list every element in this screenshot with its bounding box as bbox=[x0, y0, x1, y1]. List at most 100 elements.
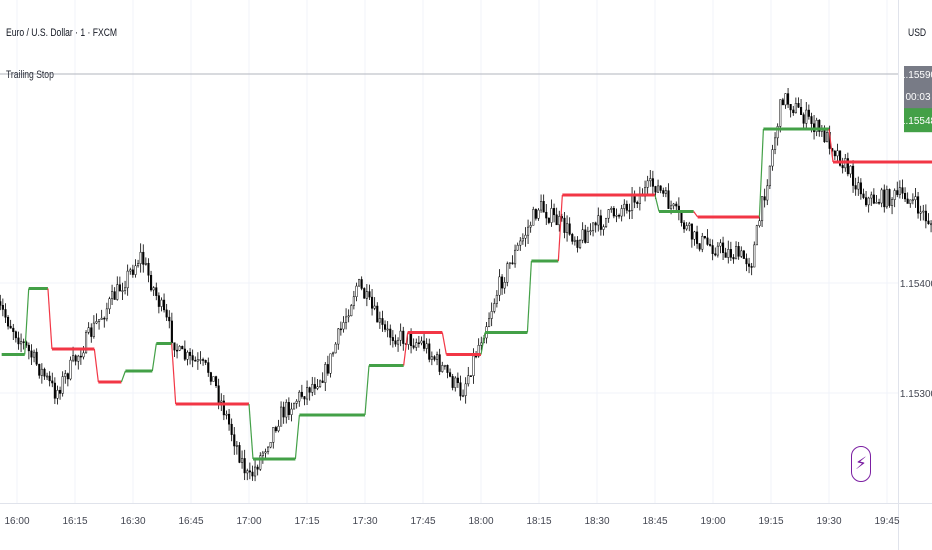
trailing-stop-transition bbox=[526, 260, 532, 333]
trailing-stop-transition bbox=[364, 365, 370, 416]
candle-body bbox=[534, 209, 537, 219]
candle-body bbox=[469, 375, 472, 377]
price-tick-label: 1.15300 bbox=[900, 389, 932, 400]
candle-body bbox=[391, 337, 394, 341]
candle-body bbox=[693, 231, 696, 240]
candle-body bbox=[818, 119, 821, 132]
candle-body bbox=[230, 423, 233, 435]
candle-body bbox=[768, 165, 771, 187]
candle-body bbox=[100, 317, 103, 320]
candle-body bbox=[290, 408, 293, 415]
candle-body bbox=[506, 263, 509, 283]
candle-body bbox=[163, 299, 166, 311]
candle-body bbox=[839, 150, 842, 166]
candle-body bbox=[503, 282, 506, 289]
trailing-stop-transition bbox=[557, 194, 563, 262]
trailing-stop bbox=[1, 127, 932, 461]
candle-body bbox=[667, 190, 670, 209]
trailing-stop-transition bbox=[693, 211, 699, 218]
candle-body bbox=[118, 284, 121, 292]
candle-body bbox=[131, 269, 134, 275]
candle-body bbox=[134, 265, 137, 275]
candle-body bbox=[662, 190, 665, 194]
candle-body bbox=[59, 389, 62, 394]
candle-body bbox=[927, 220, 930, 225]
candle-body bbox=[563, 217, 566, 233]
lightning-icon[interactable]: ⚡ bbox=[851, 446, 871, 482]
candle-body bbox=[308, 387, 311, 393]
candle-body bbox=[633, 195, 636, 203]
candle-body bbox=[568, 223, 571, 235]
candle-body bbox=[714, 253, 717, 256]
candle-body bbox=[316, 386, 319, 389]
candle-body bbox=[56, 389, 59, 399]
candle-body bbox=[173, 342, 176, 351]
candle-body bbox=[168, 316, 171, 322]
candle-body bbox=[51, 380, 54, 384]
candle-body bbox=[542, 201, 545, 213]
candle-body bbox=[222, 400, 225, 416]
candle-body bbox=[511, 262, 514, 265]
candle-body bbox=[917, 196, 920, 214]
candle-body bbox=[215, 376, 218, 387]
time-tick-label: 19:30 bbox=[816, 516, 841, 527]
time-tick-label: 17:45 bbox=[410, 516, 435, 527]
candle-body bbox=[451, 376, 454, 388]
candle-body bbox=[155, 287, 158, 296]
candle-body bbox=[888, 189, 891, 206]
candle-body bbox=[79, 355, 82, 358]
candle-body bbox=[64, 373, 67, 377]
candle-body bbox=[532, 209, 535, 226]
candle-body bbox=[66, 373, 69, 380]
candle-body bbox=[524, 234, 527, 239]
candle-body bbox=[443, 365, 446, 367]
candle-body bbox=[277, 425, 280, 432]
candle-body bbox=[142, 251, 145, 265]
candle-body bbox=[841, 165, 844, 169]
candle-body bbox=[690, 223, 693, 240]
candle-body bbox=[196, 359, 199, 362]
candle-body bbox=[683, 222, 686, 230]
candle-body bbox=[347, 315, 350, 318]
candle-body bbox=[922, 210, 925, 213]
candle-body bbox=[589, 230, 592, 232]
candle-body bbox=[350, 305, 353, 317]
candle-body bbox=[241, 458, 244, 463]
indicator-legend[interactable]: Trailing Stop bbox=[6, 69, 54, 81]
candle-body bbox=[194, 359, 197, 362]
candle-body bbox=[113, 291, 116, 300]
candle-body bbox=[352, 296, 355, 306]
candle-body bbox=[625, 203, 628, 211]
candle-body bbox=[454, 377, 457, 388]
candle-body bbox=[906, 198, 909, 204]
candle-body bbox=[160, 299, 163, 307]
candle-body bbox=[508, 262, 511, 265]
trailing-stop-transition bbox=[120, 370, 126, 383]
candle-body bbox=[261, 452, 264, 457]
candle-body bbox=[729, 249, 732, 258]
candle-body bbox=[514, 249, 517, 265]
candle-body bbox=[428, 343, 431, 360]
candle-body bbox=[464, 383, 467, 396]
candle-body bbox=[789, 104, 792, 111]
candle-body bbox=[449, 372, 452, 377]
candle-body bbox=[144, 262, 147, 265]
candle-body bbox=[298, 391, 301, 402]
candle-body bbox=[389, 328, 392, 338]
candle-body bbox=[737, 246, 740, 257]
candle-body bbox=[766, 185, 769, 201]
candle-body bbox=[220, 400, 223, 403]
candle-body bbox=[207, 362, 210, 373]
candle-body bbox=[615, 215, 618, 217]
candle-body bbox=[748, 263, 751, 267]
candle-body bbox=[488, 318, 491, 327]
candle-body bbox=[657, 185, 660, 193]
currency-label[interactable]: USD bbox=[908, 27, 927, 39]
candle-body bbox=[545, 211, 548, 219]
trailing-stop-transition bbox=[441, 332, 447, 355]
trailing-stop-transition bbox=[47, 288, 53, 350]
candle-body bbox=[430, 356, 433, 360]
candle-body bbox=[48, 375, 51, 382]
candle-body bbox=[602, 226, 605, 230]
